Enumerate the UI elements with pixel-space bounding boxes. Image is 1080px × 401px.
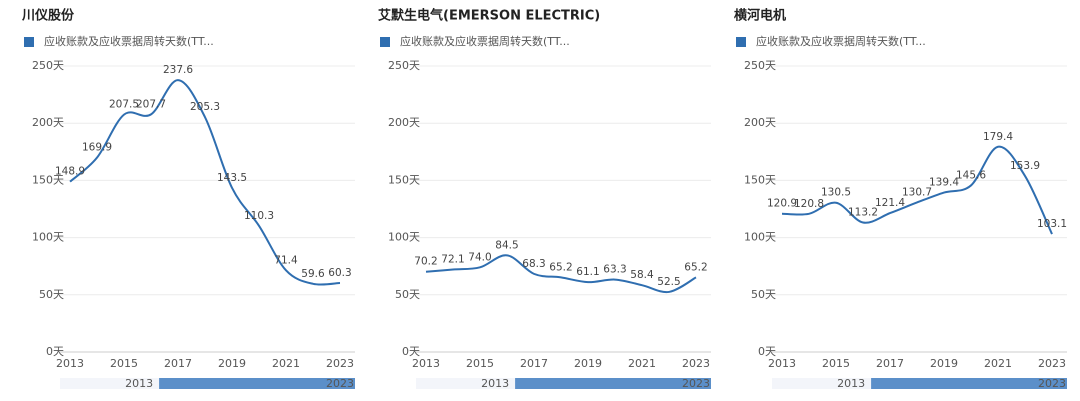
data-label: 71.4 [274, 254, 298, 266]
legend-swatch [24, 37, 34, 47]
x-tick-label: 2021 [272, 357, 300, 370]
x-tick-label: 2015 [822, 357, 850, 370]
slider-start: 2013 [837, 377, 865, 390]
data-label: 207.7 [136, 98, 166, 110]
data-label: 113.2 [848, 206, 878, 218]
x-tick-label: 2023 [1038, 357, 1066, 370]
y-tick-label: 50天 [751, 288, 776, 301]
y-tick-label: 50天 [39, 288, 64, 301]
data-label: 148.9 [55, 166, 85, 178]
y-tick-label: 0天 [758, 345, 776, 358]
data-label: 121.4 [875, 197, 905, 209]
y-tick-label: 200天 [388, 116, 420, 129]
x-tick-label: 2017 [164, 357, 192, 370]
y-tick-label: 250天 [388, 59, 420, 72]
x-tick-label: 2023 [326, 357, 354, 370]
legend-label: 应收账款及应收票据周转天数(TT... [44, 34, 214, 48]
line-series [425, 254, 697, 294]
data-label: 58.4 [630, 269, 654, 281]
x-tick-label: 2013 [768, 357, 796, 370]
data-label: 179.4 [983, 131, 1013, 143]
y-tick-label: 100天 [388, 231, 420, 244]
y-tick-label: 200天 [744, 116, 776, 129]
legend-label: 应收账款及应收票据周转天数(TT... [400, 34, 570, 48]
y-tick-label: 150天 [32, 173, 64, 186]
slider-range [159, 378, 355, 389]
data-label: 60.3 [328, 267, 351, 279]
x-tick-label: 2017 [520, 357, 548, 370]
data-label: 145.6 [956, 169, 986, 181]
data-label: 110.3 [244, 210, 274, 222]
y-tick-label: 150天 [744, 173, 776, 186]
data-label: 63.3 [603, 264, 626, 276]
y-tick-label: 100天 [744, 231, 776, 244]
data-label: 84.5 [495, 239, 518, 251]
y-tick-label: 50天 [395, 288, 420, 301]
data-label: 70.2 [414, 256, 437, 268]
legend-swatch [380, 37, 390, 47]
chart-title: 川仪股份 [21, 8, 75, 24]
x-tick-label: 2015 [110, 357, 138, 370]
data-label: 143.5 [217, 172, 247, 184]
y-tick-label: 150天 [388, 173, 420, 186]
data-label: 103.1 [1037, 218, 1067, 230]
chart-panel: 横河电机 0天 50天 100天 150天 200天 250天 2013 2015 2017 201… [734, 8, 1067, 391]
data-label: 169.9 [82, 142, 112, 154]
y-tick-label: 0天 [46, 345, 64, 358]
x-tick-label: 2017 [876, 357, 904, 370]
x-tick-label: 2021 [628, 357, 656, 370]
slider-start: 2013 [125, 377, 153, 390]
chart-title: 艾默生电气(EMERSON ELECTRIC) [378, 8, 600, 24]
x-tick-label: 2013 [56, 357, 84, 370]
data-label: 120.9 [767, 198, 797, 210]
slider-end: 2023 [682, 377, 710, 390]
y-tick-label: 250天 [744, 59, 776, 72]
chart-title: 横河电机 [734, 8, 786, 24]
y-tick-label: 100天 [32, 231, 64, 244]
data-label: 207.5 [109, 99, 139, 111]
slider-end: 2023 [326, 377, 354, 390]
legend-label: 应收账款及应收票据周转天数(TT... [756, 34, 926, 48]
y-tick-label: 200天 [32, 116, 64, 129]
data-label: 72.1 [441, 254, 464, 266]
x-tick-label: 2019 [574, 357, 602, 370]
data-label: 139.4 [929, 177, 959, 189]
data-label: 65.2 [684, 261, 707, 273]
data-label: 59.6 [301, 268, 325, 280]
data-label: 120.8 [794, 198, 824, 210]
x-tick-label: 2013 [412, 357, 440, 370]
data-label: 237.6 [163, 64, 193, 76]
x-tick-label: 2023 [682, 357, 710, 370]
legend-swatch [736, 37, 746, 47]
x-tick-label: 2019 [218, 357, 246, 370]
data-label: 61.1 [576, 266, 599, 278]
slider-range [515, 378, 711, 389]
y-tick-label: 250天 [32, 59, 64, 72]
data-label: 205.3 [190, 101, 220, 113]
data-label: 65.2 [549, 261, 572, 273]
slider-range [871, 378, 1067, 389]
x-tick-label: 2015 [466, 357, 494, 370]
data-label: 68.3 [522, 258, 545, 270]
data-label: 52.5 [657, 276, 680, 288]
y-tick-label: 0天 [402, 345, 420, 358]
chart-panel: 川仪股份 0天 50天 100天 150天 200天 250天 2013 2015 2017 201… [21, 8, 355, 390]
x-tick-label: 2019 [930, 357, 958, 370]
data-label: 130.7 [902, 186, 932, 198]
slider-start: 2013 [481, 377, 509, 390]
chart-panel: 艾默生电气(EMERSON ELECTRIC) 0天 50天 100天 150天 200天… [378, 8, 711, 390]
data-label: 74.0 [468, 251, 491, 263]
line-series [69, 79, 341, 286]
x-tick-label: 2021 [984, 357, 1012, 370]
data-label: 153.9 [1010, 160, 1040, 172]
line-series [781, 145, 1053, 235]
slider-end: 2023 [1038, 377, 1066, 390]
data-label: 130.5 [821, 187, 851, 199]
